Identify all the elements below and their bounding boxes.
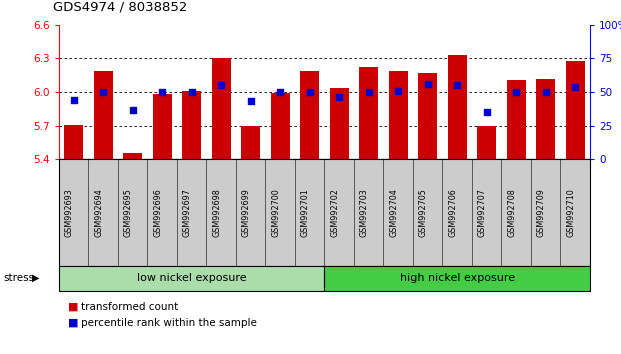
Text: GSM992707: GSM992707 (478, 188, 487, 237)
Bar (182, 91, 201, 159)
Point (216, 82, 226, 88)
Text: GDS4974 / 8038852: GDS4974 / 8038852 (53, 0, 187, 13)
Text: GSM992698: GSM992698 (212, 188, 221, 237)
Bar (94, 71, 113, 159)
Bar (153, 94, 172, 159)
Bar (477, 126, 496, 159)
Text: GSM992704: GSM992704 (389, 188, 398, 237)
Point (305, 89, 315, 95)
Point (246, 99, 256, 104)
Bar (359, 67, 378, 159)
Bar (566, 61, 585, 159)
Bar (448, 55, 467, 159)
Text: GSM992709: GSM992709 (537, 188, 546, 237)
Bar (300, 71, 319, 159)
Bar (241, 126, 260, 159)
Point (511, 89, 521, 95)
Bar (271, 93, 290, 159)
Point (69, 97, 79, 103)
Text: GSM992696: GSM992696 (153, 188, 162, 237)
Text: GSM992694: GSM992694 (94, 188, 103, 237)
Text: GSM992705: GSM992705 (419, 188, 428, 237)
Text: GSM992693: GSM992693 (65, 188, 74, 237)
Point (364, 89, 374, 95)
Text: GSM992703: GSM992703 (360, 188, 369, 237)
Bar (418, 73, 437, 159)
Point (275, 89, 285, 95)
Bar (389, 71, 408, 159)
Text: GSM992695: GSM992695 (124, 188, 133, 237)
Text: stress: stress (3, 273, 34, 283)
Text: transformed count: transformed count (81, 302, 178, 312)
Point (570, 84, 580, 90)
Text: GSM992706: GSM992706 (448, 188, 457, 237)
Bar (123, 153, 142, 159)
Text: high nickel exposure: high nickel exposure (400, 273, 515, 283)
Text: ▶: ▶ (32, 273, 40, 283)
Point (541, 89, 551, 95)
Text: low nickel exposure: low nickel exposure (137, 273, 247, 283)
Text: GSM992699: GSM992699 (242, 188, 251, 237)
Point (334, 95, 344, 100)
Text: ■: ■ (68, 302, 79, 312)
Point (423, 81, 433, 87)
Point (393, 88, 403, 93)
Text: GSM992710: GSM992710 (566, 188, 575, 237)
Bar (536, 79, 555, 159)
Text: GSM992700: GSM992700 (271, 188, 280, 237)
Text: percentile rank within the sample: percentile rank within the sample (81, 318, 256, 328)
Bar (507, 80, 526, 159)
Text: GSM992701: GSM992701 (301, 188, 310, 237)
Point (128, 107, 138, 112)
Bar (212, 58, 231, 159)
Point (482, 109, 492, 115)
Point (452, 82, 462, 88)
Point (187, 89, 197, 95)
Text: GSM992702: GSM992702 (330, 188, 339, 237)
Bar (64, 125, 83, 159)
Point (98, 89, 108, 95)
Text: GSM992708: GSM992708 (507, 188, 516, 237)
Point (157, 89, 167, 95)
Bar (330, 87, 349, 159)
Text: ■: ■ (68, 318, 79, 328)
Text: GSM992697: GSM992697 (183, 188, 192, 237)
